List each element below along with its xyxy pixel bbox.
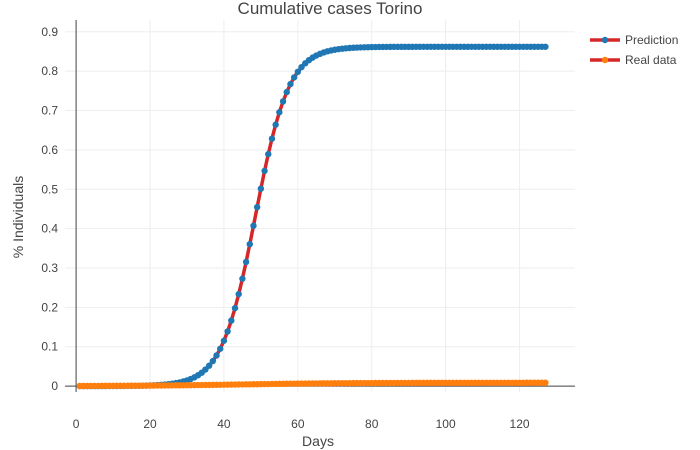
data-point xyxy=(250,222,257,229)
data-point xyxy=(246,240,253,248)
y-tick-label: 0.2 xyxy=(41,300,58,314)
y-tick-label: 0.4 xyxy=(41,222,58,236)
data-point xyxy=(542,43,549,50)
legend-label: Real data xyxy=(625,53,677,67)
y-tick-label: 0.3 xyxy=(41,261,58,275)
legend-item[interactable]: Real data xyxy=(590,53,677,67)
series-real-data xyxy=(76,379,549,390)
y-tick-label: 0.5 xyxy=(41,182,58,196)
axes-layer xyxy=(65,20,575,392)
y-tick-label: 0 xyxy=(51,379,58,393)
y-axis-label: % Individuals xyxy=(10,176,26,259)
y-tick-label: 0.6 xyxy=(41,143,58,157)
data-point xyxy=(268,135,276,142)
data-point xyxy=(283,88,290,96)
x-tick-label: 60 xyxy=(291,417,305,431)
data-point xyxy=(224,328,231,335)
legend-item[interactable]: Prediction xyxy=(590,33,678,47)
y-tick-label: 0.7 xyxy=(41,104,58,118)
legend-label: Prediction xyxy=(625,33,678,47)
y-tick-label: 0.1 xyxy=(41,340,58,354)
x-axis-label: Days xyxy=(302,433,334,449)
chart-title: Cumulative cases Torino xyxy=(238,0,423,18)
data-point xyxy=(242,258,250,266)
data-point xyxy=(257,185,265,192)
legend-swatch-marker xyxy=(601,36,609,44)
series-layer xyxy=(76,43,549,390)
x-tick-label: 100 xyxy=(436,417,456,431)
data-point xyxy=(542,379,549,386)
data-point xyxy=(213,352,220,359)
legend: Prediction Real data xyxy=(590,33,678,67)
x-tick-label: 80 xyxy=(365,417,379,431)
data-point xyxy=(217,345,224,352)
y-tick-label: 0.9 xyxy=(41,25,58,39)
data-point xyxy=(287,80,294,88)
data-point xyxy=(253,203,261,211)
x-tick-label: 20 xyxy=(143,417,157,431)
data-point xyxy=(235,290,242,298)
data-point xyxy=(231,304,239,312)
x-tick-label: 120 xyxy=(510,417,530,431)
data-point xyxy=(228,317,235,324)
y-tick-label: 0.8 xyxy=(41,64,58,78)
data-point xyxy=(220,337,228,344)
x-tick-label: 0 xyxy=(73,417,80,431)
data-point xyxy=(261,167,268,175)
data-point xyxy=(209,357,217,365)
series-prediction xyxy=(76,43,549,390)
legend-swatch-marker xyxy=(601,56,609,64)
data-point xyxy=(290,74,298,81)
data-point xyxy=(272,121,279,128)
data-point xyxy=(205,362,213,369)
x-tick-label: 40 xyxy=(217,417,231,431)
data-point xyxy=(279,98,287,105)
data-point xyxy=(294,68,302,76)
tick-layer: 0 20 40 60 80 100 120 0 0.1 0.2 0.3 0.4 0.5 0.6 0.7 0.8… xyxy=(41,25,530,431)
data-point xyxy=(265,150,272,158)
data-point xyxy=(276,109,283,116)
data-point xyxy=(239,275,246,282)
grid-layer xyxy=(65,20,575,392)
